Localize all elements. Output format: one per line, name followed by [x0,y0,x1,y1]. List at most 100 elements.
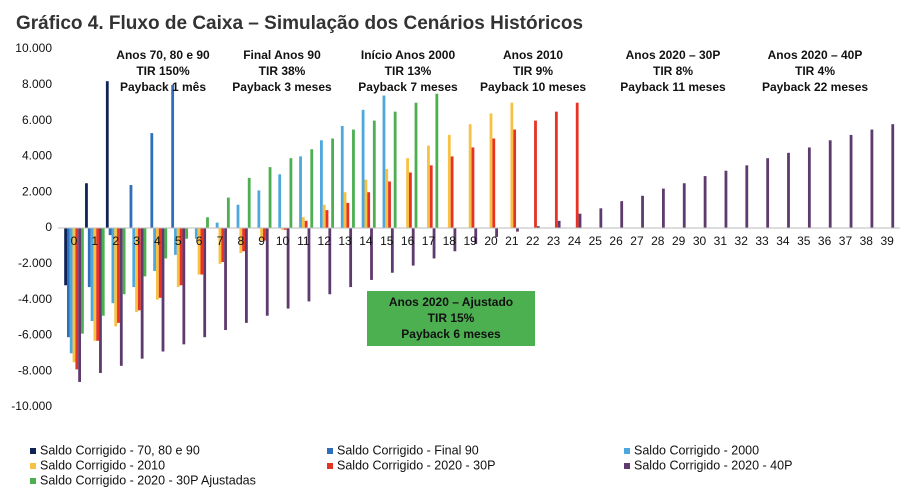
x-tick-label: 22 [526,234,540,248]
bar [245,228,248,323]
annotation: Final Anos 90 [243,48,321,62]
bar [349,228,353,288]
bar [682,183,686,228]
x-tick-label: 25 [589,234,603,248]
x-tick-label: 33 [755,234,769,248]
bar [361,109,365,228]
bar [534,120,537,228]
bar [150,133,154,228]
bar [468,124,472,228]
bar [289,158,293,228]
x-tick-label: 5 [175,234,182,248]
x-tick-label: 29 [672,234,686,248]
bar [108,228,112,236]
x-tick-label: 20 [484,234,498,248]
bar [724,170,728,228]
bar [364,179,368,228]
x-tick-label: 18 [443,234,457,248]
x-tick-label: 15 [380,234,394,248]
annotation: Payback 3 meses [232,80,332,94]
bar [75,228,79,370]
annotation: TIR 8% [653,64,693,78]
y-tick-label: -6.000 [18,328,52,342]
bar [304,220,308,228]
annotation: TIR 4% [795,64,835,78]
bar [239,228,243,254]
x-tick-label: 12 [318,234,332,248]
legend-marker [30,448,36,454]
legend-label: Saldo Corrigido - 2010 [40,458,165,472]
bar [620,201,624,228]
bar [870,129,874,228]
bar [85,183,88,228]
x-tick-label: 2 [112,234,119,248]
legend-label: Saldo Corrigido - 70, 80 e 90 [40,443,200,457]
bar [516,228,519,232]
bar [143,228,147,277]
x-tick-label: 39 [880,234,894,248]
bar [301,217,305,228]
x-tick-label: 26 [609,234,623,248]
chart-title: Gráfico 4. Fluxo de Caixa – Simulação do… [16,13,583,34]
x-tick-label: 10 [276,234,290,248]
bar [114,228,118,327]
x-tick-label: 24 [568,234,582,248]
bar [427,145,430,228]
bar [278,174,282,228]
bar [171,84,175,228]
annotation: Payback 22 meses [762,80,868,94]
x-tick-label: 36 [818,234,832,248]
bar [257,190,261,228]
legend-marker [624,448,630,454]
x-tick-label: 13 [338,234,352,248]
bar [111,228,115,304]
bar [382,95,386,228]
legend-marker [30,478,36,484]
bar [122,228,126,295]
bar [221,228,225,263]
bar [492,138,496,228]
bar [81,228,84,334]
legend-label: Saldo Corrigido - Final 90 [337,443,479,457]
x-tick-label: 11 [297,234,310,248]
bar [340,125,344,228]
x-tick-label: 16 [401,234,415,248]
bar [328,228,332,295]
y-tick-label: -10.000 [11,399,52,413]
annotation: Payback 7 meses [358,80,458,94]
bar [215,222,219,228]
bar [117,228,120,323]
bar [307,228,311,302]
legend-marker [30,463,36,469]
x-tick-label: 31 [714,234,728,248]
bar [346,202,350,228]
bar [299,156,302,228]
x-tick-label: 38 [860,234,874,248]
bar [325,210,329,228]
bar [268,167,272,228]
y-tick-label: 6.000 [22,113,52,127]
bar [453,228,457,252]
bar [409,172,412,228]
bar [206,217,209,228]
bar [182,228,186,345]
bar [119,228,123,366]
bar [513,129,517,228]
x-tick-label: 28 [651,234,665,248]
annotation: Anos 2020 – Ajustado [389,295,513,309]
bar [247,177,251,228]
bar [158,228,162,298]
bar [429,165,433,228]
bar [510,102,514,228]
bar [226,197,230,228]
bar [641,195,644,228]
bar [164,228,168,259]
bar [557,220,561,228]
bar [260,228,264,241]
y-tick-label: 4.000 [22,149,52,163]
bar [849,134,853,228]
bar [411,228,415,266]
annotation: Anos 2020 – 30P [626,48,721,62]
bar [450,156,454,228]
x-tick-label: 4 [154,234,161,248]
